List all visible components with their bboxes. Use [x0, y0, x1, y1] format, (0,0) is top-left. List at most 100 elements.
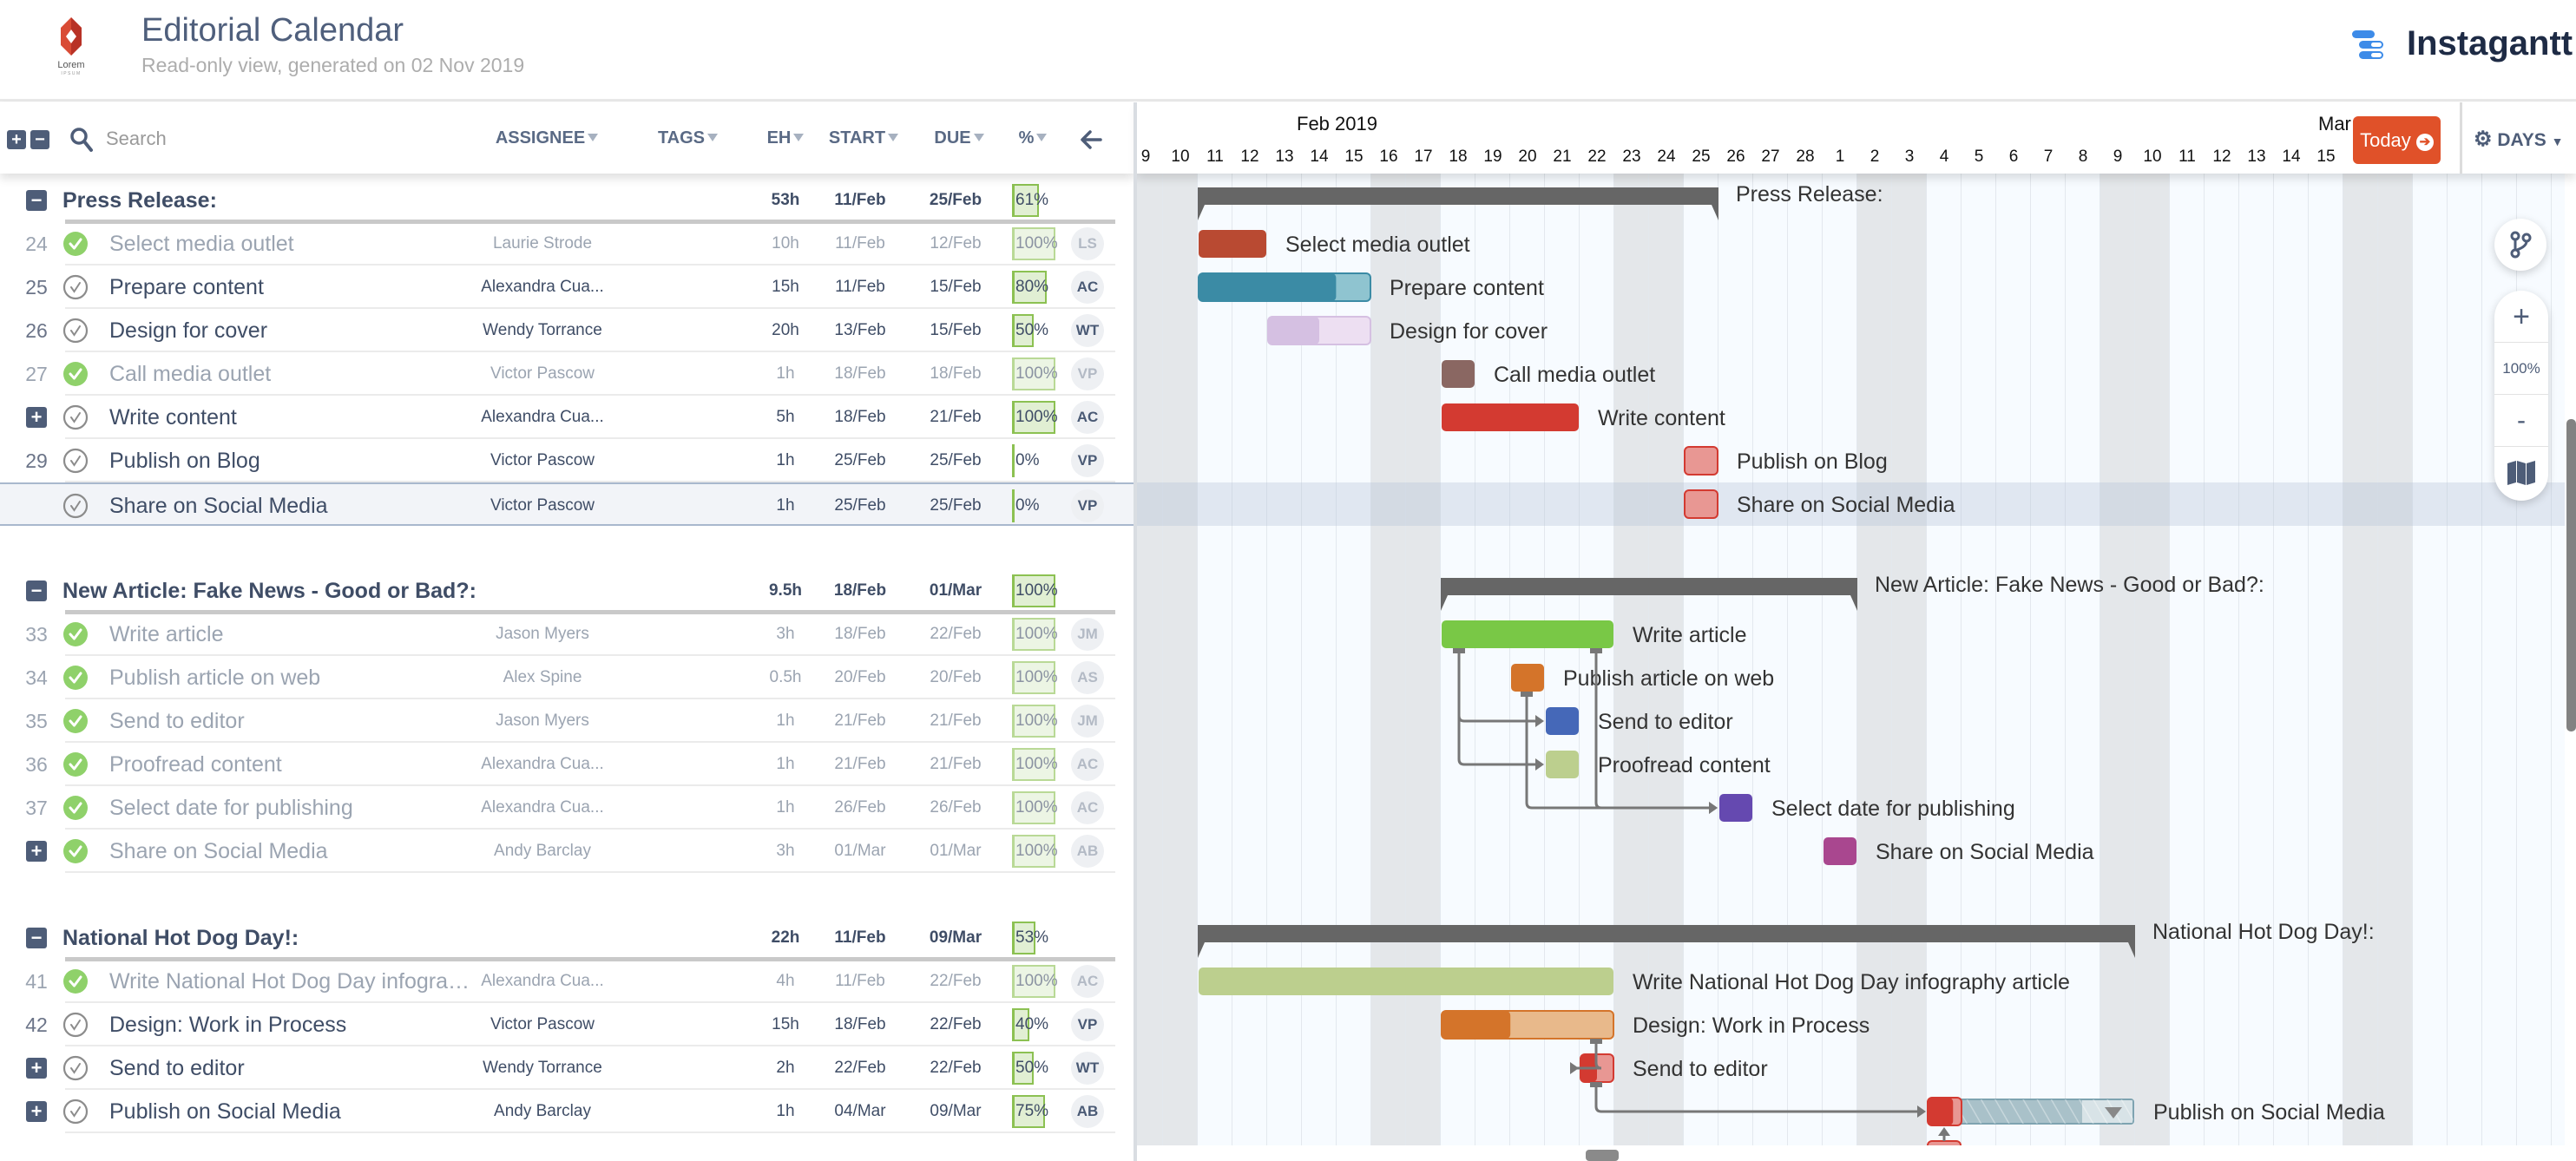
horizontal-scrollbar-thumb[interactable] — [1586, 1150, 1619, 1161]
filter-icon[interactable] — [588, 134, 599, 141]
filter-icon[interactable] — [1036, 134, 1048, 141]
column-header-tags[interactable]: TAGS — [647, 128, 729, 148]
collapse-group-button[interactable]: − — [26, 580, 47, 601]
task-name[interactable]: Select media outlet — [109, 232, 294, 256]
incomplete-check-icon[interactable] — [62, 404, 89, 430]
group-row[interactable]: − National Hot Dog Day!: 22h 11/Feb 09/Mar 53… — [0, 916, 1134, 961]
task-bar[interactable] — [1546, 707, 1579, 735]
expand-subtasks-button[interactable]: + — [26, 841, 47, 862]
task-row[interactable]: 27 Call media outlet Victor Pascow 1h 18/Feb… — [0, 352, 1134, 396]
task-row[interactable]: 33 Write article Jason Myers 3h 18/Feb 22/Feb… — [0, 613, 1134, 656]
column-header-due[interactable]: DUE — [924, 128, 994, 148]
task-row[interactable]: 24 Select media outlet Laurie Strode 10h 11/… — [0, 222, 1134, 266]
completed-check-icon[interactable] — [62, 838, 89, 864]
incomplete-check-icon[interactable] — [62, 1055, 89, 1081]
task-bar[interactable] — [1199, 230, 1266, 258]
task-bar[interactable] — [1198, 272, 1371, 302]
task-bar[interactable] — [1441, 1010, 1614, 1040]
filter-icon[interactable] — [793, 134, 805, 141]
column-header-percent[interactable]: % — [1011, 128, 1055, 148]
incomplete-check-icon[interactable] — [62, 448, 89, 474]
task-name[interactable]: Send to editor — [109, 1056, 245, 1080]
task-bar[interactable] — [1684, 489, 1718, 519]
column-header-start[interactable]: START — [820, 128, 907, 148]
today-button[interactable]: Today ➔ — [2353, 116, 2441, 164]
zoom-in-button[interactable]: + — [2494, 291, 2548, 343]
map-view-button[interactable] — [2494, 447, 2548, 499]
collapse-group-button[interactable]: − — [26, 928, 47, 948]
completed-check-icon[interactable] — [62, 751, 89, 777]
completed-check-icon[interactable] — [62, 361, 89, 387]
task-bar[interactable] — [1546, 751, 1579, 778]
task-name[interactable]: Call media outlet — [109, 362, 272, 386]
expand-subtasks-button[interactable]: + — [26, 1101, 47, 1122]
incomplete-check-icon[interactable] — [62, 1012, 89, 1038]
completed-check-icon[interactable] — [62, 968, 89, 994]
scale-dropdown[interactable]: ⚙ DAYS ▼ — [2474, 125, 2563, 154]
task-name[interactable]: Publish on Social Media — [109, 1099, 341, 1124]
task-name[interactable]: Design: Work in Process — [109, 1013, 347, 1037]
task-name[interactable]: Share on Social Media — [109, 494, 328, 518]
task-row[interactable]: 26 Design for cover Wendy Torrance 20h 13/Fe… — [0, 309, 1134, 352]
filter-icon[interactable] — [888, 134, 899, 141]
expand-all-button[interactable]: + — [7, 130, 26, 149]
task-name[interactable]: Send to editor — [109, 709, 245, 733]
task-name[interactable]: Share on Social Media — [109, 839, 328, 863]
task-row[interactable]: 34 Publish article on web Alex Spine 0.5h 20… — [0, 656, 1134, 699]
expand-subtasks-button[interactable]: + — [26, 407, 47, 428]
task-row[interactable]: 42 Design: Work in Process Victor Pascow 15… — [0, 1003, 1134, 1046]
arrow-left-icon[interactable] — [1080, 129, 1102, 150]
incomplete-check-icon[interactable] — [62, 1099, 89, 1125]
task-name[interactable]: Write content — [109, 405, 237, 430]
task-row[interactable]: Share on Social Media Victor Pascow 1h 25/F… — [0, 482, 1134, 526]
completed-check-icon[interactable] — [62, 621, 89, 647]
task-bar[interactable] — [1684, 446, 1718, 476]
task-name[interactable]: Select date for publishing — [109, 796, 353, 820]
group-summary-bar[interactable] — [1198, 925, 2135, 958]
completed-check-icon[interactable] — [62, 795, 89, 821]
task-bar[interactable] — [1442, 403, 1579, 431]
filter-icon[interactable] — [707, 134, 719, 141]
task-name[interactable]: Publish on Blog — [109, 449, 260, 473]
group-row[interactable]: − Press Release: 53h 11/Feb 25/Feb 61% — [0, 179, 1134, 224]
search-input[interactable] — [104, 121, 278, 156]
completed-check-icon[interactable] — [62, 231, 89, 257]
task-bar[interactable] — [1442, 360, 1475, 388]
task-row[interactable]: 36 Proofread content Alexandra Cua... 1h 21/… — [0, 743, 1134, 786]
task-row[interactable]: + Publish on Social Media Andy Barclay 1h 04… — [0, 1090, 1134, 1133]
column-header-eh[interactable]: EH — [759, 128, 812, 148]
collapse-all-button[interactable]: − — [30, 130, 49, 149]
vertical-scrollbar-thumb[interactable] — [2566, 419, 2576, 731]
group-summary-bar[interactable] — [1198, 187, 1718, 220]
incomplete-check-icon[interactable] — [62, 274, 89, 300]
group-row[interactable]: − New Article: Fake News - Good or Bad?: 9… — [0, 569, 1134, 614]
horizontal-scrollbar[interactable] — [1137, 1145, 2576, 1161]
incomplete-check-icon[interactable] — [62, 318, 89, 344]
collapse-group-button[interactable]: − — [26, 190, 47, 211]
task-row[interactable]: 37 Select date for publishing Alexandra Cu… — [0, 786, 1134, 830]
task-name[interactable]: Proofread content — [109, 752, 282, 777]
task-row[interactable]: 41 Write National Hot Dog Day infography … — [0, 960, 1134, 1003]
expand-subtasks-button[interactable]: + — [26, 1058, 47, 1079]
task-bar[interactable] — [1511, 664, 1544, 692]
completed-check-icon[interactable] — [62, 665, 89, 691]
filter-icon[interactable] — [973, 134, 984, 141]
task-name[interactable]: Publish article on web — [109, 666, 321, 690]
task-row[interactable]: + Send to editor Wendy Torrance 2h 22/Feb 22/… — [0, 1046, 1134, 1090]
task-row[interactable]: 29 Publish on Blog Victor Pascow 1h 25/Feb 25… — [0, 439, 1134, 482]
task-bar[interactable] — [1267, 316, 1371, 345]
incomplete-check-icon[interactable] — [62, 493, 89, 519]
task-row[interactable]: + Write content Alexandra Cua... 5h 18/Feb 21… — [0, 396, 1134, 439]
task-bar[interactable] — [1824, 837, 1856, 865]
column-header-assignee[interactable]: ASSIGNEE — [486, 128, 608, 148]
task-name[interactable]: Prepare content — [109, 275, 264, 299]
task-name[interactable]: Design for cover — [109, 318, 268, 343]
group-summary-bar[interactable] — [1441, 578, 1857, 611]
task-bar[interactable] — [1927, 1097, 2134, 1126]
dependencies-button[interactable] — [2494, 219, 2546, 271]
vertical-scrollbar[interactable] — [2565, 174, 2576, 1145]
panel-splitter[interactable] — [1134, 102, 1137, 1161]
task-bar[interactable] — [1719, 794, 1752, 822]
task-name[interactable]: Write article — [109, 622, 224, 646]
zoom-out-button[interactable]: - — [2494, 395, 2548, 447]
